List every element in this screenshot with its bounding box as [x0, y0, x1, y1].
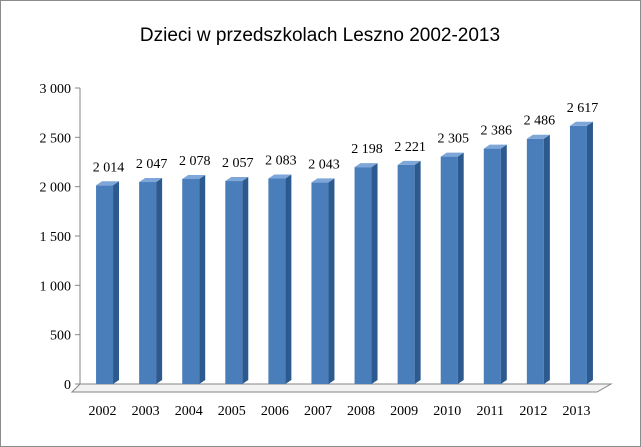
bar-front — [397, 164, 415, 384]
x-tick-label: 2007 — [304, 404, 332, 419]
x-tick-label: 2004 — [175, 404, 203, 419]
bar-front — [96, 185, 114, 384]
chart-floor — [70, 383, 613, 393]
y-tick-label: 500 — [50, 329, 71, 344]
data-label: 2 083 — [265, 153, 297, 168]
y-tick-label: 1 000 — [40, 279, 72, 294]
bar — [483, 144, 507, 384]
data-label: 2 078 — [179, 154, 211, 169]
bar-side — [414, 160, 421, 384]
x-tick-label: 2010 — [433, 404, 461, 419]
bar-front — [440, 156, 458, 384]
bar — [225, 177, 249, 384]
y-tick-label: 2 000 — [40, 181, 72, 196]
bar-top — [569, 121, 593, 126]
data-label: 2 043 — [308, 157, 340, 172]
bar-top — [526, 134, 550, 139]
data-label: 2 486 — [524, 114, 556, 129]
bar-top — [225, 177, 249, 182]
bar-front — [225, 181, 243, 384]
bar — [354, 163, 378, 384]
bar-top — [182, 174, 206, 179]
bar-side — [285, 174, 292, 384]
x-tick-label: 2009 — [390, 404, 418, 419]
bar — [526, 134, 550, 384]
data-label: 2 221 — [394, 140, 426, 155]
bar-side — [113, 181, 120, 384]
bar-front — [311, 182, 329, 384]
data-label: 2 198 — [351, 142, 383, 157]
bar-top — [354, 163, 378, 168]
bar — [569, 121, 593, 384]
x-tick-label: 2013 — [562, 404, 590, 419]
data-label: 2 014 — [93, 160, 125, 175]
bar-top — [96, 181, 120, 186]
data-label: 2 386 — [481, 124, 513, 139]
chart-title: Dzieci w przedszkolach Leszno 2002-2013 — [140, 25, 500, 46]
bar — [139, 178, 163, 384]
y-tick-label: 0 — [64, 378, 71, 393]
x-tick-label: 2011 — [477, 404, 504, 419]
bar — [182, 174, 206, 384]
y-tick-label: 1 500 — [40, 230, 72, 245]
data-labels: 2 014 2 047 2 078 2 057 2 083 2 043 2 198 2 221… — [93, 101, 598, 175]
bar-top — [139, 178, 163, 183]
bar-front — [268, 178, 286, 384]
bar-side — [543, 134, 550, 384]
bar — [268, 174, 292, 384]
bar — [311, 178, 335, 384]
data-label: 2 305 — [437, 132, 469, 147]
bar-side — [328, 178, 335, 384]
chart-bars — [96, 121, 593, 384]
y-tick-labels: 0 500 1 000 1 500 2 000 2 500 3 000 — [40, 82, 72, 393]
bar — [397, 160, 421, 384]
data-label: 2 047 — [136, 157, 168, 172]
y-tick-label: 2 500 — [40, 131, 72, 146]
bar — [440, 152, 464, 384]
y-tick-label: 3 000 — [40, 82, 72, 97]
bar-front — [182, 178, 200, 384]
bar-front — [354, 167, 372, 384]
data-label: 2 057 — [222, 156, 254, 171]
bar — [96, 181, 120, 384]
data-label: 2 617 — [567, 101, 599, 116]
bar-front — [526, 138, 544, 384]
bar-front — [569, 125, 587, 384]
bar-side — [457, 152, 464, 384]
bar-side — [242, 177, 249, 384]
bar-side — [156, 178, 163, 384]
x-tick-labels: 2002 2003 2004 2005 2006 2007 2008 2009 2010 2011… — [89, 404, 591, 419]
bar-top — [483, 144, 507, 149]
chart-axes — [70, 87, 613, 393]
bar-front — [139, 182, 157, 384]
bar-front — [483, 148, 501, 384]
bar-side — [199, 174, 206, 384]
x-tick-label: 2002 — [89, 404, 117, 419]
bar-top — [311, 178, 335, 183]
x-tick-label: 2006 — [261, 404, 289, 419]
bar-side — [371, 163, 378, 384]
x-tick-label: 2012 — [519, 404, 547, 419]
x-tick-label: 2008 — [347, 404, 375, 419]
bar-top — [268, 174, 292, 179]
bar-side — [586, 121, 593, 384]
bar-top — [397, 160, 421, 165]
x-tick-label: 2003 — [132, 404, 160, 419]
bar-side — [500, 144, 507, 384]
bar-top — [440, 152, 464, 157]
x-tick-label: 2005 — [218, 404, 246, 419]
